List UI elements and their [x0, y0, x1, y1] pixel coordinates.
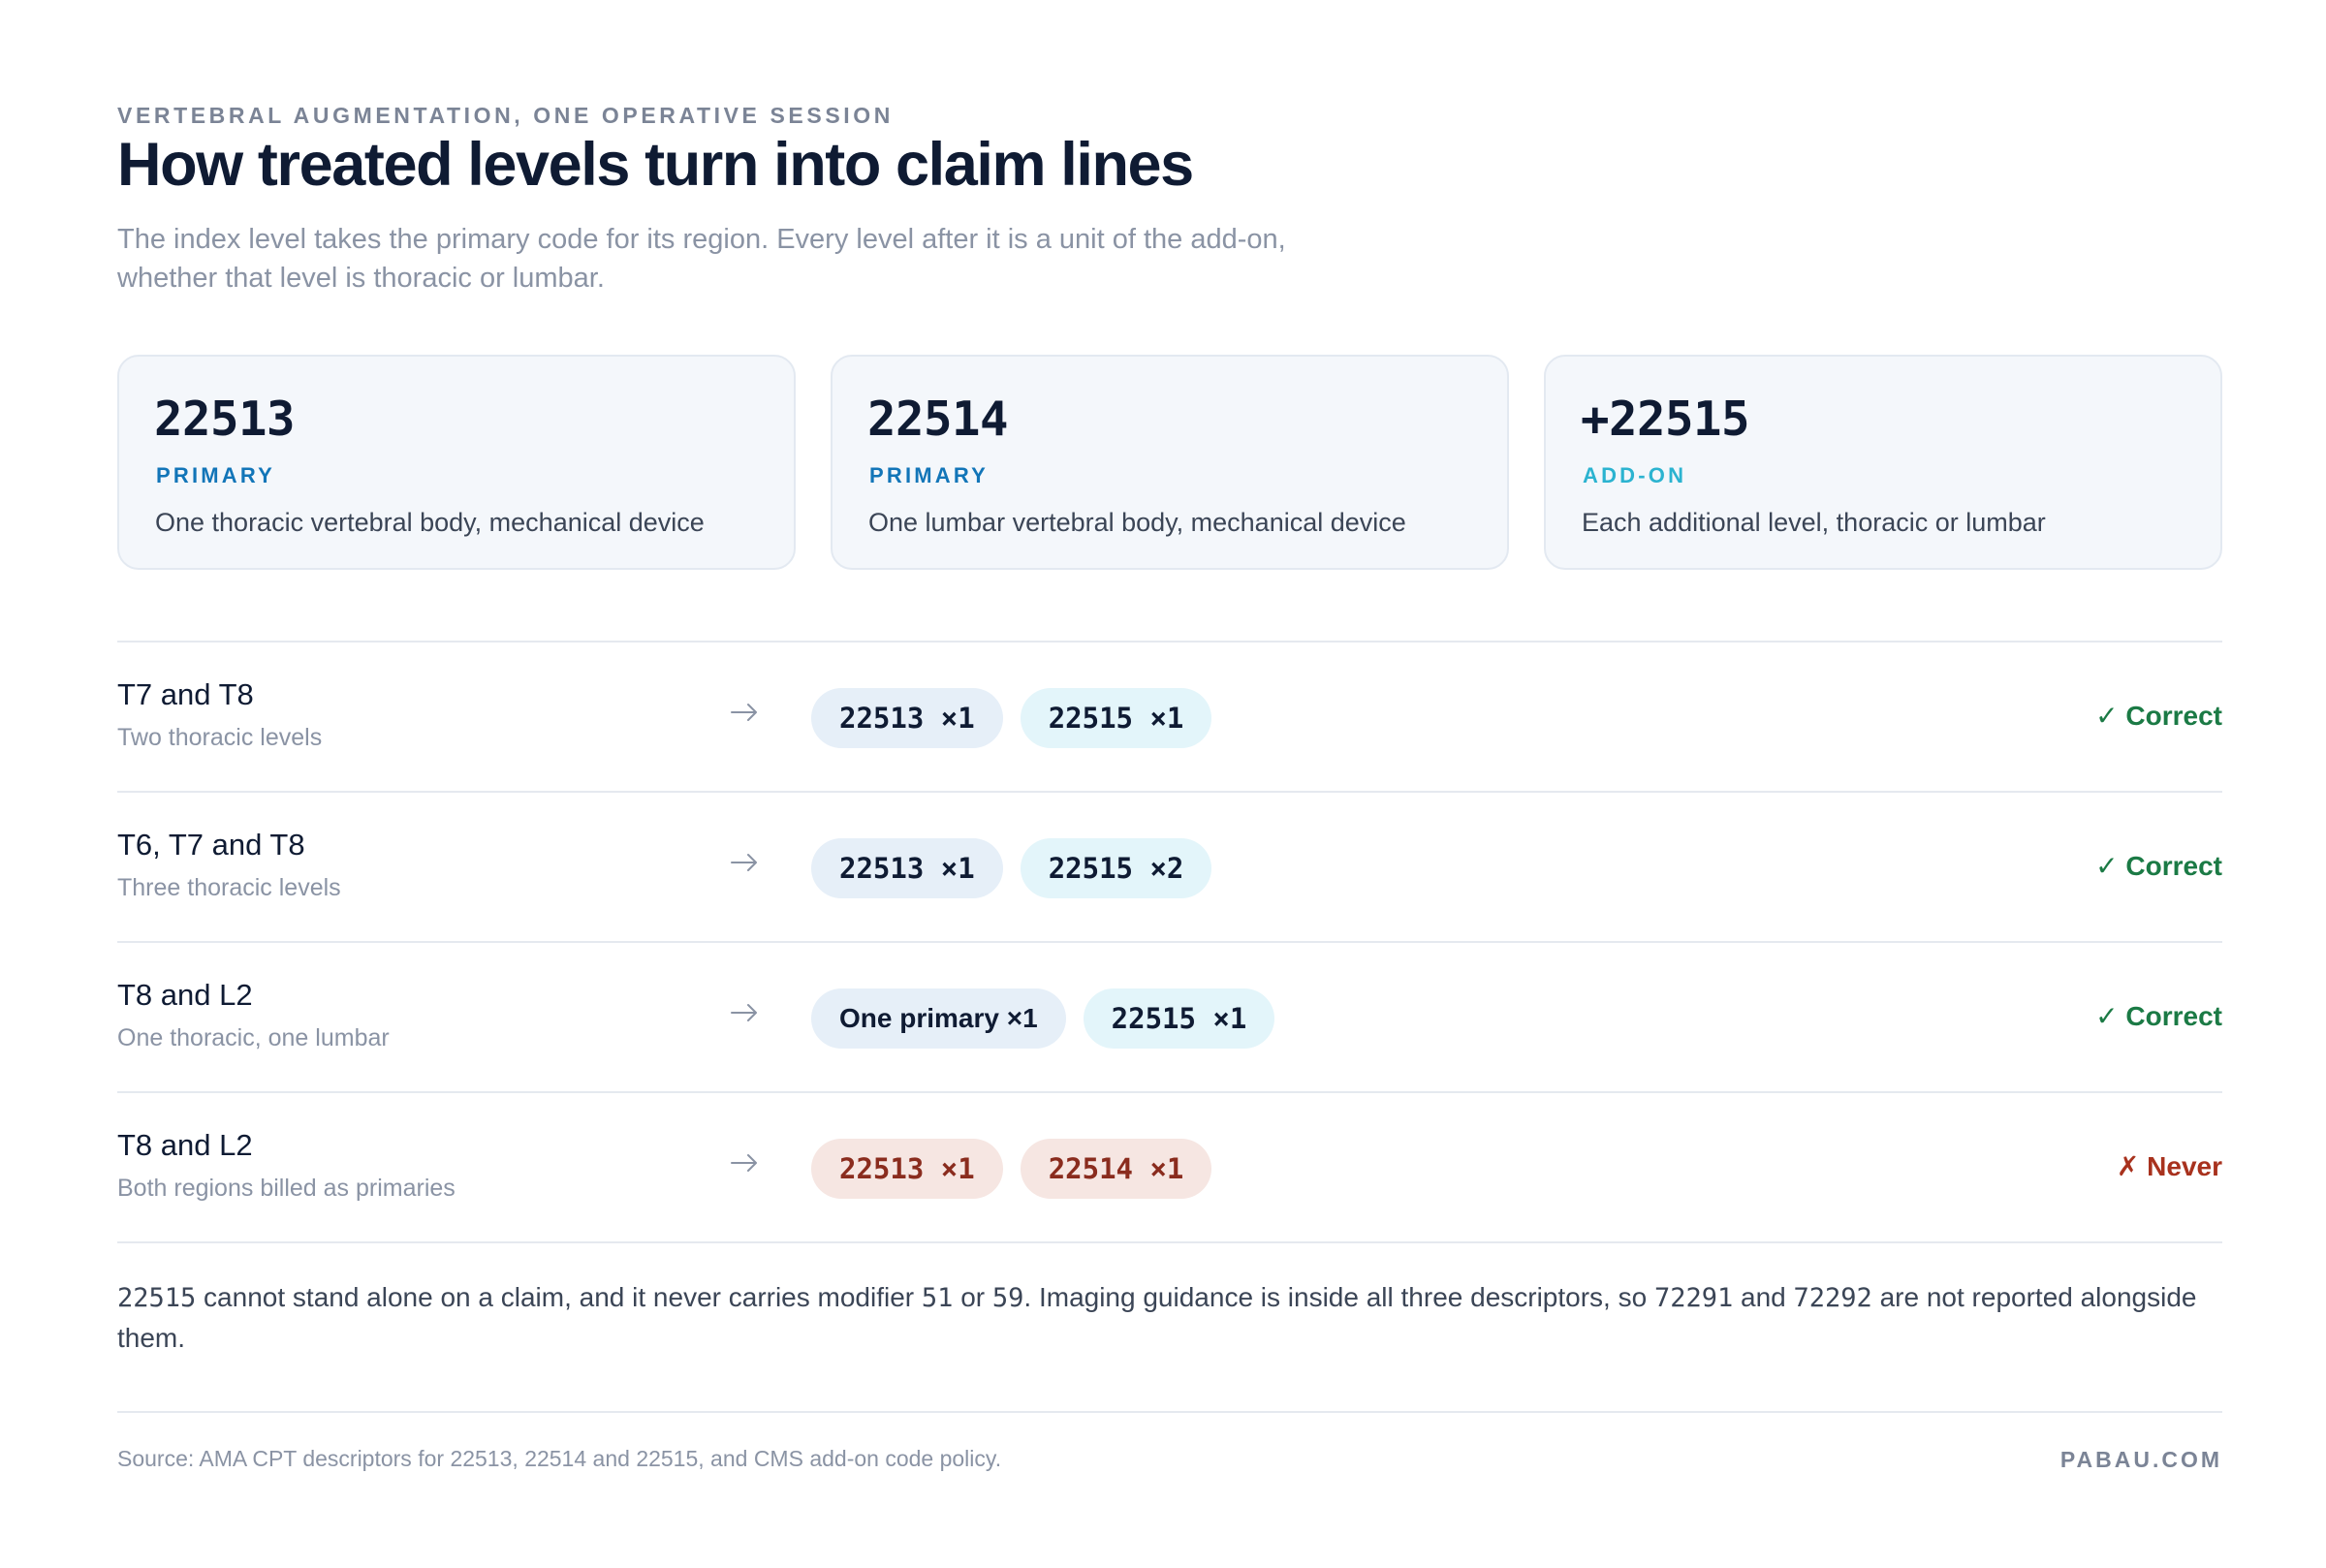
scenario-row: T6, T7 and T8 Three thoracic levels 2251… — [117, 793, 2222, 943]
claim-pill-primary: 22513 ×1 — [811, 838, 1003, 898]
card-desc: One thoracic vertebral body, mechanical … — [155, 508, 705, 537]
card-code: +22515 — [1581, 392, 1750, 447]
note-code: 51 — [921, 1283, 954, 1313]
card-code: 22514 — [867, 392, 1009, 447]
arrow-right-icon — [731, 704, 757, 721]
claim-pill-addon: 22515 ×1 — [1020, 688, 1212, 748]
claim-pill-wrong: 22513 ×1 — [811, 1139, 1003, 1199]
code-card-22513: 22513 PRIMARY One thoracic vertebral bod… — [117, 355, 796, 570]
row-detail: Both regions billed as primaries — [117, 1175, 456, 1202]
claim-lines: One primary ×1 22515 ×1 — [811, 988, 1275, 1049]
verdict-correct: ✓ Correct — [2095, 701, 2222, 731]
claim-lines: 22513 ×1 22515 ×1 — [811, 688, 1212, 748]
verdict-correct: ✓ Correct — [2095, 1001, 2222, 1031]
row-levels: T7 and T8 — [117, 677, 254, 711]
row-detail: Two thoracic levels — [117, 724, 323, 751]
claim-pill-wrong: 22514 ×1 — [1020, 1139, 1212, 1199]
row-detail: One thoracic, one lumbar — [117, 1024, 390, 1051]
brand-link[interactable]: PABAU.COM — [2059, 1447, 2222, 1472]
note-code: 59 — [991, 1283, 1024, 1313]
source-code: 22514 — [524, 1446, 587, 1471]
note-code: 72291 — [1653, 1283, 1734, 1313]
source-code: 22515 — [636, 1446, 699, 1471]
scenario-row: T8 and L2 One thoracic, one lumbar One p… — [117, 943, 2222, 1093]
note-text: are not reported alongside them. — [117, 1282, 2197, 1353]
card-kind: PRIMARY — [156, 463, 276, 487]
scenario-row: T8 and L2 Both regions billed as primari… — [117, 1093, 2222, 1243]
code-cards: 22513 PRIMARY One thoracic vertebral bod… — [117, 355, 2222, 574]
claim-pill-addon: 22515 ×1 — [1083, 988, 1275, 1049]
source-line: Source: AMA CPT descriptors for 22513, 2… — [117, 1446, 1001, 1472]
note-text: and — [1733, 1282, 1794, 1312]
code-card-22514: 22514 PRIMARY One lumbar vertebral body,… — [831, 355, 1509, 570]
page-title: How treated levels turn into claim lines — [117, 131, 1194, 199]
source-text: , and CMS add-on code policy. — [698, 1446, 1002, 1471]
card-kind: ADD-ON — [1583, 463, 1687, 487]
note-code: 22515 — [117, 1283, 197, 1313]
code-card-22515: +22515 ADD-ON Each additional level, tho… — [1544, 355, 2222, 570]
note-code: 72292 — [1793, 1283, 1872, 1313]
source-text: , — [512, 1446, 525, 1471]
row-detail: Three thoracic levels — [117, 874, 341, 901]
scenario-table: T7 and T8 Two thoracic levels 22513 ×1 2… — [117, 641, 2222, 1243]
row-levels: T8 and L2 — [117, 978, 253, 1012]
arrow-right-icon — [731, 1004, 757, 1021]
claim-lines: 22513 ×1 22515 ×2 — [811, 838, 1212, 898]
card-kind: PRIMARY — [869, 463, 990, 487]
verdict-correct: ✓ Correct — [2095, 851, 2222, 881]
row-levels: T8 and L2 — [117, 1128, 253, 1162]
divider — [117, 1411, 2222, 1413]
arrow-right-icon — [731, 1154, 757, 1172]
arrow-right-icon — [731, 854, 757, 871]
source-text: and — [586, 1446, 637, 1471]
source-text: Source: AMA CPT descriptors for — [117, 1446, 451, 1471]
card-code: 22513 — [154, 392, 296, 447]
row-levels: T6, T7 and T8 — [117, 828, 305, 862]
claim-pill-primary: 22513 ×1 — [811, 688, 1003, 748]
eyebrow: VERTEBRAL AUGMENTATION, ONE OPERATIVE SE… — [117, 103, 894, 128]
verdict-never: ✗ Never — [2116, 1151, 2222, 1181]
claim-pill-primary: One primary ×1 — [811, 988, 1066, 1049]
card-desc: One lumbar vertebral body, mechanical de… — [868, 508, 1406, 537]
card-desc: Each additional level, thoracic or lumba… — [1582, 508, 2046, 537]
source-code: 22513 — [450, 1446, 513, 1471]
note-text: cannot stand alone on a claim, and it ne… — [196, 1282, 922, 1312]
note-text: or — [953, 1282, 992, 1312]
claim-lines: 22513 ×1 22514 ×1 — [811, 1139, 1212, 1199]
lede: The index level takes the primary code f… — [117, 224, 1286, 294]
note-text: . Imaging guidance is inside all three d… — [1023, 1282, 1654, 1312]
scenario-row: T7 and T8 Two thoracic levels 22513 ×1 2… — [117, 641, 2222, 793]
footnote: 22515 cannot stand alone on a claim, and… — [117, 1277, 2222, 1358]
claim-pill-addon: 22515 ×2 — [1020, 838, 1212, 898]
